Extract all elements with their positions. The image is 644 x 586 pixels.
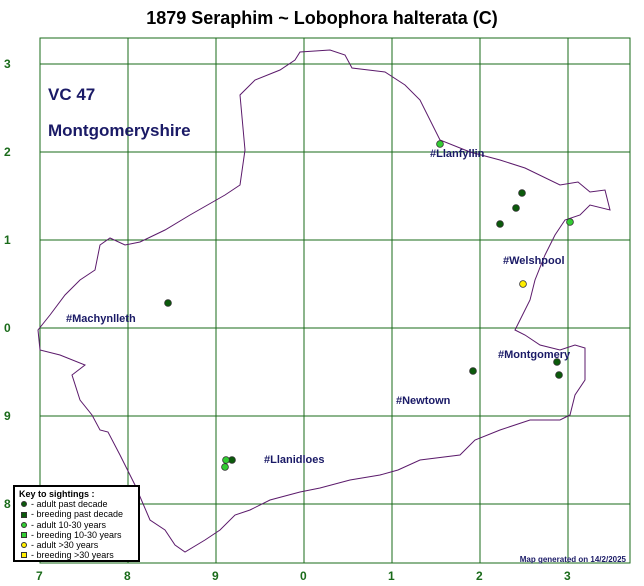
key-item: - breeding >30 years: [19, 550, 138, 560]
key-item: - adult >30 years: [19, 540, 138, 550]
grid-label-y: 8: [4, 497, 11, 511]
town-label-machynlleth: #Machynlleth: [66, 313, 136, 325]
square-marker-icon: [21, 511, 27, 518]
town-label-newtown: #Newtown: [396, 395, 451, 407]
grid-label-y: 3: [4, 57, 11, 71]
grid-label-y: 9: [4, 409, 11, 423]
key-title: Key to sightings :: [19, 489, 95, 499]
grid-label-x: 3: [564, 569, 571, 583]
sighting-marker: [164, 299, 172, 307]
town-label-montgomery: #Montgomery: [498, 349, 571, 361]
vc-name: Montgomeryshire: [48, 121, 191, 140]
town-label-llanfyllin: #Llanfyllin: [430, 148, 485, 160]
circle-marker-icon: [21, 501, 27, 508]
grid-label-y: 2: [4, 145, 11, 159]
key-item: - breeding 10-30 years: [19, 530, 138, 540]
town-label-welshpool: #Welshpool: [503, 255, 565, 267]
grid-label-y: 0: [4, 321, 11, 335]
grid-label-x: 8: [124, 569, 131, 583]
sighting-marker: [555, 371, 563, 379]
sighting-marker: [469, 367, 477, 375]
sighting-marker: [553, 358, 561, 366]
grid-label-x: 2: [476, 569, 483, 583]
sighting-marker: [518, 189, 526, 197]
key-item: - breeding past decade: [19, 509, 138, 519]
grid-label-x: 9: [212, 569, 219, 583]
key-item: - adult 10-30 years: [19, 520, 138, 530]
town-label-llanidloes: #Llanidloes: [264, 454, 325, 466]
sighting-marker: [566, 218, 574, 226]
generated-date: Map generated on 14/2/2025: [519, 555, 626, 564]
square-marker-icon: [21, 552, 27, 559]
county-boundary: [37, 49, 611, 553]
grid-label-y: 1: [4, 233, 11, 247]
vc-code: VC 47: [48, 85, 95, 104]
sighting-marker: [436, 140, 444, 148]
grid-label-x: 7: [36, 569, 43, 583]
map-title: 1879 Seraphim ~ Lobophora halterata (C): [146, 8, 498, 28]
key-item: - adult past decade: [19, 499, 138, 509]
circle-marker-icon: [21, 542, 27, 549]
sighting-marker: [519, 280, 527, 288]
sighting-marker: [512, 204, 520, 212]
grid-label-x: 1: [388, 569, 395, 583]
sightings-key: Key to sightings : - adult past decade -…: [13, 485, 140, 562]
square-marker-icon: [21, 531, 27, 538]
sighting-marker: [221, 463, 229, 471]
grid-label-x: 0: [300, 569, 307, 583]
circle-marker-icon: [21, 521, 27, 528]
sighting-marker: [496, 220, 504, 228]
sighting-marker: [222, 456, 230, 464]
sighting-markers: [164, 140, 574, 471]
